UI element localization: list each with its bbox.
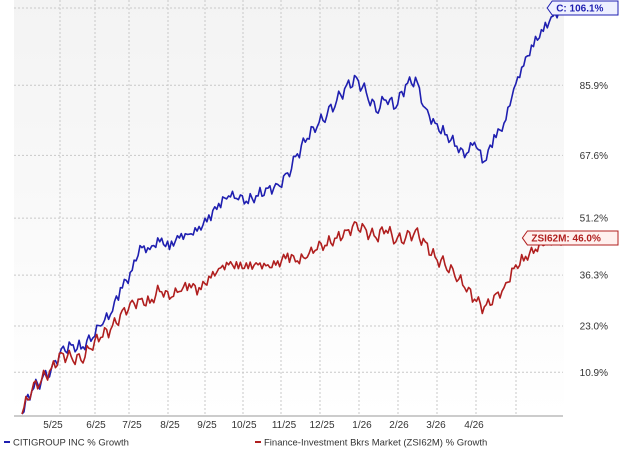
- axis-ticks: 106.1%85.9%67.6%51.2%36.3%23.0%10.9%5/25…: [43, 4, 608, 432]
- series-line-0: [21, 7, 564, 415]
- x-tick-label: 1/26: [352, 420, 372, 431]
- x-tick-label: 2/26: [389, 420, 409, 431]
- callout-box: [546, 0, 619, 16]
- series-callout-0: C: 106.1%: [546, 0, 619, 16]
- legend: CITIGROUP INC % Growth Finance-Investment…: [4, 438, 487, 449]
- x-tick-label: 4/26: [464, 420, 484, 431]
- y-tick-label: 36.3%: [580, 271, 608, 282]
- y-tick-label: 23.0%: [580, 321, 608, 332]
- y-tick-label: 51.2%: [580, 214, 608, 225]
- x-tick-label: 10/25: [231, 420, 256, 431]
- y-tick-label: 85.9%: [580, 81, 608, 92]
- x-tick-label: 9/25: [197, 420, 217, 431]
- x-tick-label: 12/25: [309, 420, 334, 431]
- x-tick-label: 8/25: [160, 420, 180, 431]
- x-tick-label: 11/25: [272, 420, 297, 431]
- series-callout-1: ZSI62M: 46.0%: [521, 230, 619, 246]
- series-line-1: [21, 221, 564, 415]
- x-tick-label: 3/26: [426, 420, 446, 431]
- x-tick-label: 6/25: [86, 420, 106, 431]
- y-tick-label: 10.9%: [580, 368, 608, 379]
- legend-label-1: Finance-Investment Bkrs Market (ZSI62M) …: [264, 438, 487, 449]
- plot-background: [14, 0, 564, 416]
- x-tick-label: 5/25: [43, 420, 63, 431]
- callout-box: [521, 230, 619, 246]
- y-tick-label: 67.6%: [580, 151, 608, 162]
- legend-label-0: CITIGROUP INC % Growth: [13, 438, 129, 449]
- series-callouts: C: 106.1% ZSI62M: 46.0%: [521, 0, 619, 246]
- callout-text: ZSI62M: 46.0%: [531, 233, 601, 244]
- x-tick-label: 7/25: [122, 420, 142, 431]
- grid-lines: [14, 0, 563, 417]
- series-lines: [21, 7, 564, 415]
- callout-text: C: 106.1%: [556, 4, 603, 15]
